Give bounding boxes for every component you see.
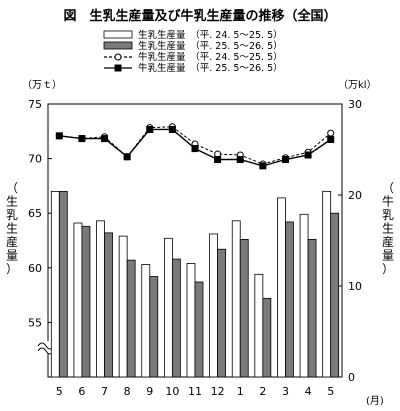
point-curr [281,156,289,164]
x-tick-label: 5 [56,385,63,398]
legend-label: 生乳生産量 （平. 25. 5～26. 5） [138,40,283,52]
bar-curr [194,281,204,378]
right-tick-label: 10 [348,280,362,293]
chart-title: 図 生乳生産量及び牛乳生産量の推移（全国） [63,8,336,24]
bar-prev [322,190,332,378]
x-tick-label: 4 [305,385,312,398]
point-curr [259,162,267,170]
left-axis-title-char: 生 [6,195,18,209]
plot-area: 55 60 65 70 75 0 10 20 30 [28,98,362,384]
point-curr [55,132,63,140]
x-tick-label: 10 [165,385,179,398]
right-axis-title-char: 牛 [382,194,394,209]
right-axis-title-char: （ [382,181,394,195]
bar-prev [231,220,241,378]
bar-curr [81,225,91,378]
bar-curr [217,248,227,378]
left-axis-title-char: 生 [6,222,18,236]
x-tick-label: 11 [188,385,202,398]
point-curr [168,125,176,133]
point-curr [78,135,86,143]
bar-curr [239,239,249,378]
left-tick-label: 75 [28,98,42,111]
bar-curr [307,239,317,378]
bar-prev [96,220,105,378]
point-curr [236,156,244,164]
legend-swatch [103,30,133,39]
x-tick-label: 6 [78,385,85,398]
left-axis-unit: （万ｔ） [22,79,62,91]
bar-prev [277,197,286,378]
legend-marker [114,64,122,72]
bar-curr [285,221,294,378]
bar-curr [149,276,159,378]
x-tick-label: 8 [124,385,131,398]
legend-swatch [103,41,133,50]
bar-prev [73,222,83,378]
bar-prev [141,264,151,378]
right-tick-label: 30 [348,98,362,111]
left-axis-title-char: 乳 [6,208,18,222]
right-axis-title-char: 乳 [382,208,394,222]
x-tick-label: 5 [327,385,334,398]
bar-prev [163,237,173,378]
bar-prev [186,263,196,378]
bar-prev [254,273,264,378]
bar-prev [118,235,128,378]
bar-curr [58,190,68,378]
left-axis-title-char: （ [6,181,18,195]
right-axis-unit: （万kl） [338,79,377,91]
right-axis-title-char: 生 [382,222,394,236]
x-axis-unit: (月) [366,395,384,407]
bar-curr [330,212,340,378]
point-curr [123,153,131,161]
x-tick-label: 1 [237,385,244,398]
bar-curr [104,232,113,378]
point-curr [214,156,222,164]
legend-label: 生乳生産量 （平. 24. 5～25. 5） [138,29,283,41]
legend-label: 牛乳生産量 （平. 24. 5～25. 5） [138,51,283,63]
bar-curr [262,297,272,378]
left-tick-label: 60 [28,262,42,275]
left-tick-label: 70 [28,153,42,166]
right-axis-title-char: ） [382,262,394,276]
right-axis-title-char: 産 [382,234,394,249]
left-axis-title-char: 量 [6,249,18,263]
axis-break-mask [38,341,54,353]
point-curr [191,145,199,153]
right-axis-title-char: 量 [382,249,394,263]
point-curr [146,125,154,133]
x-tick-label: 9 [146,385,153,398]
left-axis-title-char: ） [6,262,18,276]
legend: 生乳生産量 （平. 24. 5～25. 5）生乳生産量 （平. 25. 5～26… [103,29,283,74]
bar-prev [299,213,309,378]
x-tick-label: 2 [259,385,266,398]
x-tick-label: 3 [282,385,289,398]
point-curr [304,151,312,159]
legend-label: 牛乳生産量 （平. 25. 5～26. 5） [138,62,283,74]
point-prev [327,129,335,137]
point-curr [101,135,109,143]
point-curr [327,135,335,143]
bar-curr [171,258,181,378]
x-tick-label: 7 [101,385,108,398]
bar-prev [209,233,219,378]
bar-curr [126,259,136,378]
left-tick-label: 65 [28,207,42,220]
left-tick-label: 55 [28,316,42,329]
legend-marker [114,53,122,61]
right-tick-label: 20 [348,189,362,202]
x-tick-label: 12 [211,385,225,398]
bar-prev [50,190,60,378]
left-axis-title-char: 産 [6,234,18,249]
right-tick-label: 0 [348,371,355,384]
